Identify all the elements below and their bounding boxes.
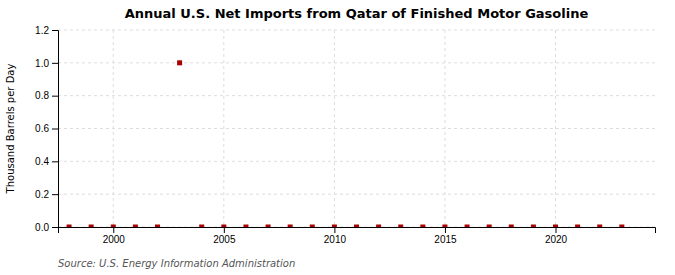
tick-label: 0.8 <box>35 90 49 101</box>
grid-line <box>334 30 335 227</box>
point <box>376 225 381 228</box>
point <box>89 225 94 228</box>
tick-mark <box>52 129 58 130</box>
tick-mark <box>52 30 58 31</box>
point <box>221 225 226 228</box>
tick: 2020 <box>545 227 568 245</box>
point <box>619 225 624 228</box>
tick: 0.8 <box>35 90 58 101</box>
tick-mark <box>52 227 58 228</box>
tick-label: 2020 <box>545 234 568 245</box>
point <box>442 225 447 228</box>
grid-line <box>113 30 114 227</box>
y-axis-label: Thousand Barrels per Day <box>5 64 16 195</box>
tick: 0.2 <box>35 189 58 200</box>
tick-mark <box>334 227 335 233</box>
point <box>465 225 470 228</box>
point <box>531 225 536 228</box>
grid-line <box>58 194 655 195</box>
axis-line <box>59 228 656 234</box>
point <box>509 225 514 228</box>
tick: 0.4 <box>35 156 58 167</box>
grid-line <box>223 30 224 227</box>
tick-label: 2015 <box>434 234 457 245</box>
point <box>597 225 602 228</box>
point <box>553 225 558 228</box>
point <box>111 225 116 228</box>
tick-label: 1.2 <box>35 25 49 36</box>
chart: 2000 2005 2010 2015 2020 0.0 0.2 0.4 0.6 0.8 1.0 1.… <box>0 0 675 275</box>
tick-mark <box>556 227 557 233</box>
point <box>487 225 492 228</box>
y-axis: 0.0 0.2 0.4 0.6 0.8 1.0 1.2 <box>35 25 58 233</box>
tick-label: 0.6 <box>35 123 49 134</box>
tick-label: 1.0 <box>35 58 49 69</box>
tick: 1.2 <box>35 25 58 36</box>
grid-line <box>555 30 556 227</box>
tick: 2010 <box>324 227 347 245</box>
tick-label: 2000 <box>103 234 126 245</box>
tick-label: 0.4 <box>35 156 49 167</box>
tick: 2005 <box>213 227 236 245</box>
tick-mark <box>224 227 225 233</box>
grid-line <box>58 128 655 129</box>
point <box>288 225 293 228</box>
point <box>354 225 359 228</box>
tick-label: 0.2 <box>35 189 49 200</box>
tick-label: 2010 <box>324 234 347 245</box>
tick: 2015 <box>434 227 457 245</box>
point <box>133 225 138 228</box>
axis-line <box>52 31 59 228</box>
grid-line <box>58 62 655 63</box>
point <box>398 225 403 228</box>
point <box>420 225 425 228</box>
tick-mark <box>445 227 446 233</box>
tick: 1.0 <box>35 58 58 69</box>
grid-line <box>58 95 655 96</box>
x-axis: 2000 2005 2010 2015 2020 <box>59 227 656 245</box>
grid-line <box>58 161 655 162</box>
tick-mark <box>52 194 58 195</box>
plot: 2000 2005 2010 2015 2020 0.0 0.2 0.4 0.6 0.8 1.0 1.… <box>35 25 655 245</box>
point <box>310 225 315 228</box>
tick-mark <box>52 161 58 162</box>
tick-mark <box>113 227 114 233</box>
grid <box>58 30 655 227</box>
point <box>575 225 580 228</box>
tick-label: 2005 <box>213 234 236 245</box>
grid-line <box>444 30 445 227</box>
tick-label: 0.0 <box>35 222 49 233</box>
tick: 0.6 <box>35 123 58 134</box>
grid-line <box>58 30 655 31</box>
point <box>243 225 248 228</box>
point <box>155 225 160 228</box>
point <box>199 225 204 228</box>
source: Source: U.S. Energy Information Administ… <box>58 258 295 269</box>
point <box>177 60 182 65</box>
tick: 0.0 <box>35 222 58 233</box>
point <box>67 225 72 228</box>
points <box>67 60 625 227</box>
tick-mark <box>52 63 58 64</box>
point <box>332 225 337 228</box>
point <box>266 225 271 228</box>
tick: 2000 <box>103 227 126 245</box>
tick-mark <box>52 96 58 97</box>
title: Annual U.S. Net Imports from Qatar of Fi… <box>125 6 589 21</box>
